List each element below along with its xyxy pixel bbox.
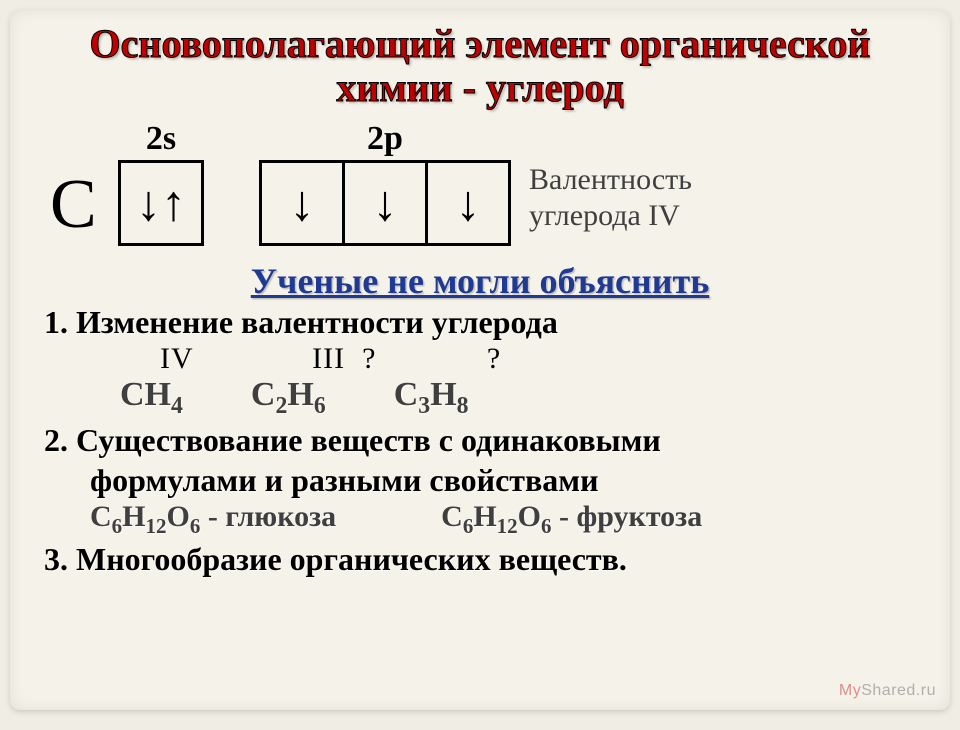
point-3: 3. Многообразие органических веществ.: [44, 539, 920, 579]
orbital-2p-box-3: ↓: [428, 160, 511, 246]
subtitle: Ученые не могли объяснить: [40, 260, 920, 302]
watermark-rest: Shared.ru: [861, 682, 936, 699]
formula-c3h8: C3H8: [394, 376, 469, 413]
orbital-2p-group: 2p ↓ ↓ ↓: [259, 120, 511, 246]
orbital-2s-label: 2s: [146, 120, 176, 158]
slide-title: Основополагающий элемент органической хи…: [40, 22, 920, 110]
fructose: C6H12O6 - фруктоза: [441, 500, 702, 533]
slide: Основополагающий элемент органической хи…: [10, 10, 950, 710]
isomer-row: C6H12O6 - глюкоза C6H12O6 - фруктоза: [90, 500, 920, 539]
orbital-2p-label: 2p: [367, 120, 403, 158]
point-2b: формулами и разными свойствами: [90, 460, 920, 500]
valency-row: IV III ? ?: [160, 342, 920, 376]
point-2a: 2. Существование веществ с одинаковыми: [44, 420, 920, 460]
valence-line2: углерода IV: [529, 199, 680, 232]
formula-c2h6: C2H6: [251, 376, 326, 413]
glucose: C6H12O6 - глюкоза: [90, 500, 336, 533]
watermark: MyShared.ru: [839, 682, 936, 700]
formula-row: CH4 C2H6 C3H8: [120, 376, 920, 420]
valence-text: Валентность углерода IV: [529, 162, 692, 234]
element-symbol: С: [50, 170, 110, 240]
formula-ch4: CH4: [120, 376, 183, 413]
orbital-2p-box-2: ↓: [345, 160, 428, 246]
orbital-diagram: С 2s ↓↑ 2p ↓ ↓ ↓ Валентность углерода IV: [50, 120, 920, 246]
watermark-my: My: [839, 682, 861, 699]
orbital-2s-group: 2s ↓↑: [118, 120, 204, 246]
point-1: 1. Изменение валентности углерода: [44, 302, 920, 342]
orbital-2s-box: ↓↑: [118, 160, 204, 246]
valence-line1: Валентность: [529, 163, 692, 196]
orbital-2p-box-1: ↓: [259, 160, 345, 246]
